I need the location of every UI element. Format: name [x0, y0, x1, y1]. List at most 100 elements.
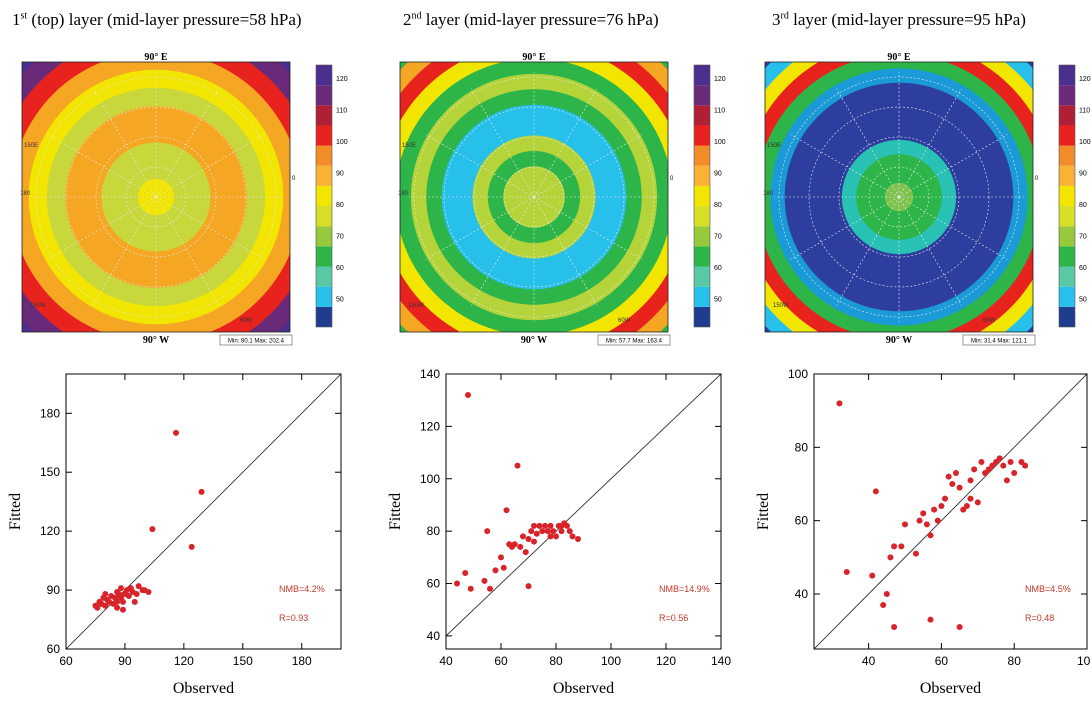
- colorbar-tick-label: 100: [714, 139, 726, 146]
- map-top-label: 90° E: [522, 52, 545, 63]
- colorbar-segment: [1059, 226, 1075, 247]
- x-tick-label: 150: [233, 654, 253, 668]
- colorbar-segment: [316, 306, 332, 327]
- colorbar-segment: [694, 185, 710, 207]
- colorbar-frame: [693, 64, 711, 328]
- colorbar-segment: [316, 286, 332, 307]
- scatter-point: [982, 470, 989, 476]
- scatter-point: [492, 567, 499, 574]
- colorbar-segment: [316, 206, 332, 227]
- polar-map-1: 90° E 90° W 150E 180 0 150W 60W Min: 80.1 Max: …: [20, 52, 348, 346]
- longitude-line: [47, 134, 157, 198]
- scatter-point: [119, 598, 126, 605]
- scatter-point: [511, 541, 518, 548]
- colorbar-tick-label: 100: [1079, 139, 1091, 146]
- scatter-point: [891, 624, 898, 630]
- panel-title-2: 2nd layer (mid-layer pressure=76 hPa): [403, 10, 659, 29]
- colorbar-tick-label: 60: [1079, 265, 1087, 272]
- colorbar-segment: [1059, 185, 1075, 207]
- panel-title-1: 1st (top) layer (mid-layer pressure=58 h…: [12, 10, 302, 29]
- colorbar-segment: [694, 145, 710, 166]
- x-tick-label: 60: [59, 654, 73, 668]
- scatter-point: [102, 602, 109, 609]
- scatter-point: [1011, 470, 1018, 476]
- scatter-point: [883, 591, 890, 597]
- longitude-line: [898, 196, 1008, 260]
- scatter-point: [971, 466, 978, 473]
- map-lon-label: 0: [1035, 176, 1039, 182]
- colorbar-segment: [694, 226, 710, 247]
- polar-map-3: 90° E 90° W 150E 180 0 150W 60W Min: 31.4 Max: …: [763, 52, 1091, 346]
- scatter-point: [520, 533, 526, 540]
- colorbar-segment: [1059, 165, 1075, 186]
- map-lon-label: 150E: [767, 143, 781, 149]
- colorbar-segment: [316, 266, 332, 287]
- colorbar-segment: [694, 105, 710, 126]
- scatter-point: [985, 466, 992, 473]
- scatter-point: [145, 589, 152, 596]
- scatter-point: [539, 528, 546, 535]
- scatter-point: [949, 481, 956, 487]
- minmax-text: Min: 31.4 Max: 121.1: [971, 339, 1028, 345]
- scatter-point: [484, 528, 491, 535]
- scatter-point: [974, 499, 981, 506]
- minmax-box: [219, 334, 293, 346]
- colorbar-segment: [694, 286, 710, 307]
- scatter-point: [125, 592, 132, 599]
- longitude-line: [471, 196, 535, 306]
- x-tick-label: 100: [1077, 654, 1091, 668]
- map-lon-label: 150W: [30, 303, 46, 309]
- scatter-point: [942, 495, 949, 502]
- plot-frame: [65, 373, 342, 650]
- scatter-point: [869, 572, 876, 579]
- scatter-point: [462, 570, 469, 577]
- scatter-point: [575, 536, 581, 542]
- x-tick-label: 140: [711, 654, 731, 668]
- scatter-point: [498, 554, 504, 561]
- colorbar-frame: [315, 64, 333, 328]
- map-lon-label: 60W: [618, 318, 631, 324]
- scatter-point: [114, 604, 121, 611]
- colorbar-segment: [316, 185, 332, 207]
- y-tick-label: 140: [420, 367, 440, 381]
- map-top-label: 90° E: [144, 52, 167, 63]
- x-axis-label: Observed: [173, 680, 234, 697]
- longitude-line: [93, 196, 157, 306]
- scatter-point: [891, 543, 898, 550]
- map-grid: [409, 72, 659, 322]
- map-lon-label: 0: [292, 176, 296, 182]
- colorbar-tick-label: 120: [1079, 76, 1091, 83]
- scatter-point: [133, 591, 140, 597]
- nmb-annotation: NMB=4.5%: [1025, 584, 1071, 594]
- x-tick-label: 60: [935, 654, 949, 668]
- colorbar-tick-label: 120: [336, 76, 348, 83]
- longitude-line: [47, 196, 157, 260]
- scatter-point: [996, 455, 1003, 462]
- scatter-points: [92, 429, 205, 613]
- colorbar-segment: [316, 125, 332, 146]
- longitude-line: [836, 196, 900, 306]
- scatter-point: [465, 391, 471, 398]
- scatter-point: [1022, 462, 1029, 469]
- longitude-line: [790, 196, 900, 260]
- one-to-one-line: [814, 374, 1087, 649]
- longitude-line: [155, 88, 219, 198]
- nmb-annotation: NMB=14.9%: [659, 584, 710, 594]
- x-tick-label: 40: [862, 654, 876, 668]
- colorbar-segment: [1059, 125, 1075, 146]
- y-tick-label: 60: [427, 577, 441, 591]
- r-annotation: R=0.56: [659, 613, 688, 623]
- map-lon-label: 60W: [240, 318, 253, 324]
- longitude-line: [93, 88, 157, 198]
- y-tick-label: 100: [788, 367, 808, 381]
- minmax-box: [597, 334, 671, 346]
- scatter-point: [880, 602, 887, 608]
- scatter-point: [454, 580, 460, 587]
- scatter-point: [927, 532, 934, 539]
- colorbar-tick-label: 110: [336, 108, 347, 115]
- scatter-point: [553, 533, 559, 540]
- scatter-point: [920, 510, 927, 517]
- scatter-point: [1000, 462, 1007, 469]
- x-tick-label: 80: [549, 654, 563, 668]
- y-tick-label: 40: [795, 587, 809, 601]
